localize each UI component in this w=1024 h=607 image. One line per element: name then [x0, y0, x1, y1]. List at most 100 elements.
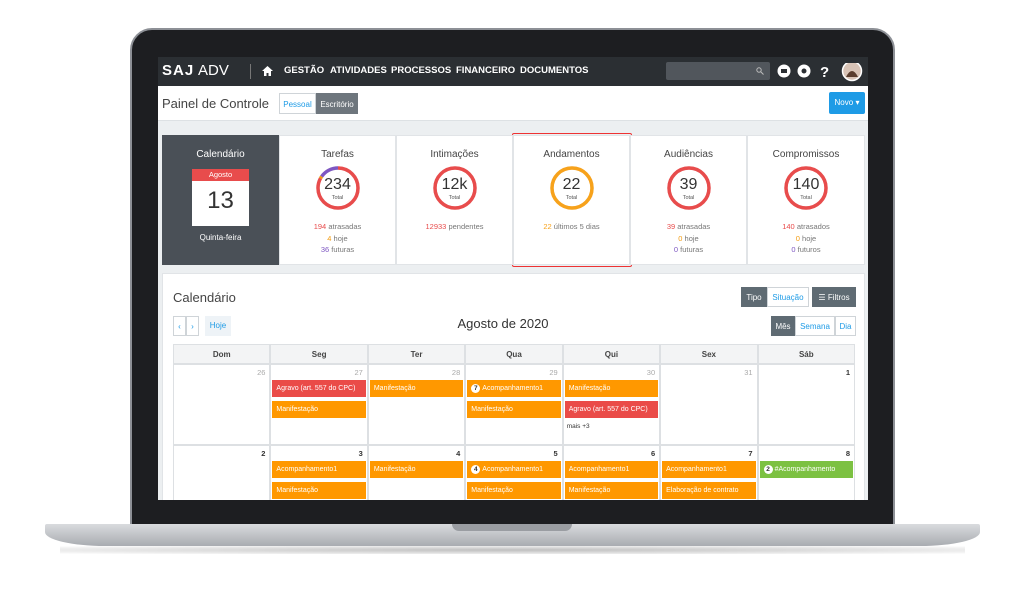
event[interactable]: Agravo (art. 557 do CPC) [272, 380, 366, 397]
summary-card[interactable]: Intimações 12k Total 12933 pendentes [396, 135, 513, 265]
event-text[interactable]: Manifestação [276, 406, 319, 413]
card-title: Tarefas [321, 149, 354, 160]
more-link[interactable]: mais +3 [566, 423, 590, 430]
filter-button[interactable]: ☰ Filtros [812, 287, 856, 307]
event[interactable]: Acompanhamento1 [564, 461, 659, 478]
filter-label[interactable]: Filtros [827, 293, 850, 302]
event-text[interactable]: Agravo (art. 557 do CPC) [568, 406, 648, 413]
event-badge[interactable]: 7 [471, 383, 481, 393]
weekday-header: Qua [465, 344, 563, 364]
event[interactable]: Agravo (art. 557 do CPC) [564, 401, 659, 418]
nav-item[interactable]: DOCUMENTOS [520, 65, 589, 76]
logo-brand[interactable]: SAJ [162, 62, 195, 79]
home-icon[interactable] [262, 66, 273, 76]
nav-item[interactable]: GESTÃO [284, 65, 325, 76]
ring-segment [784, 166, 828, 210]
day-cell[interactable]: 28 Manifestação [367, 364, 466, 445]
nav-item[interactable]: ATIVIDADES [330, 65, 387, 76]
event-text[interactable]: Acompanhamento1 [568, 466, 630, 473]
stat-label: atrasadas [328, 222, 362, 231]
summary-card[interactable]: Andamentos 22 Total 22 últimos 5 dias [513, 135, 630, 265]
nav-item[interactable]: FINANCEIRO [456, 65, 516, 76]
laptop-shadow [60, 546, 965, 554]
view-button[interactable]: Mês [771, 316, 795, 336]
summary-card[interactable]: Tarefas 234 Total 194 atrasadas 4 hoje 36 fut… [279, 135, 396, 265]
day-cell[interactable]: 2 [173, 445, 271, 500]
day-cell[interactable]: 30 Manifestação Agravo (art. 557 do CPC) ma… [562, 364, 661, 445]
filter-label[interactable]: Tipo [746, 293, 762, 302]
tab[interactable]: Pessoal [279, 93, 316, 114]
filter-button[interactable]: Situação [767, 287, 809, 307]
stat-count: 22 [543, 222, 552, 231]
day-cell[interactable]: 8 2 #Acompanhamento [757, 445, 855, 500]
event-text[interactable]: Manifestação [568, 385, 611, 392]
event-text[interactable]: Agravo (art. 557 do CPC) [276, 385, 356, 392]
day-cell[interactable]: 7 Acompanhamento1 Elaboração de contrato [660, 445, 758, 500]
event-text[interactable]: Manifestação [568, 487, 611, 494]
view-button[interactable]: Dia [835, 316, 856, 336]
tab[interactable]: Escritório [316, 93, 358, 114]
filter-label[interactable]: Situação [772, 293, 804, 302]
event[interactable]: 4 Acompanhamento1 [467, 461, 561, 478]
summary-card[interactable]: Compromissos 140 Total 140 atrasados 0 hoje 0… [747, 135, 865, 265]
day-number: 7 [748, 449, 753, 458]
event[interactable]: 7 Acompanhamento1 [467, 380, 561, 397]
day-cell[interactable]: 31 [660, 364, 758, 445]
event[interactable]: Elaboração de contrato [662, 482, 756, 499]
event[interactable]: Manifestação [272, 401, 366, 418]
event[interactable]: Manifestação [467, 482, 561, 499]
search-icon [756, 67, 764, 75]
event[interactable]: Manifestação [564, 380, 659, 397]
search-box[interactable] [666, 62, 770, 80]
day-cell[interactable]: 6 Acompanhamento1 Manifestação [562, 445, 661, 500]
event[interactable]: Acompanhamento1 [662, 461, 756, 478]
view-button[interactable]: Semana [795, 316, 835, 336]
event[interactable]: Manifestação [564, 482, 659, 499]
event-text[interactable]: Manifestação [471, 406, 513, 413]
event-text[interactable]: Manifestação [471, 487, 513, 494]
event-text[interactable]: Manifestação [373, 466, 416, 473]
stat-count: 39 [666, 222, 676, 231]
event[interactable]: Manifestação [467, 401, 561, 418]
today-button[interactable]: Hoje [205, 316, 231, 336]
event-text[interactable]: Elaboração de contrato [666, 487, 739, 494]
day-cell[interactable]: 3 Acompanhamento1 Manifestação [270, 445, 368, 500]
event-text[interactable]: Acompanhamento1 [482, 466, 543, 473]
day-cell[interactable]: 1 [757, 364, 855, 445]
summary-card[interactable]: Audiências 39 Total 39 atrasadas 0 hoje 0 fut… [630, 135, 747, 265]
event[interactable]: 2 #Acompanhamento [759, 461, 853, 478]
card-unit: Total [331, 195, 344, 201]
card-value: 234 [324, 176, 351, 193]
event-text[interactable]: Acompanhamento1 [276, 466, 338, 473]
help-icon[interactable]: ? [820, 64, 829, 81]
day-cell[interactable]: 4 Manifestação [367, 445, 466, 500]
next-button[interactable]: › [186, 316, 199, 336]
day-cell[interactable]: 27 Agravo (art. 557 do CPC) Manifestação [270, 364, 368, 445]
day-number: 4 [456, 449, 461, 458]
event-badge[interactable]: 2 [763, 464, 773, 474]
event-text[interactable]: #Acompanhamento [774, 466, 836, 473]
card-title: Audiências [664, 149, 713, 160]
event[interactable]: Manifestação [369, 461, 464, 478]
logo-product[interactable]: ADV [198, 62, 229, 79]
event[interactable]: Manifestação [272, 482, 366, 499]
event[interactable]: Acompanhamento1 [272, 461, 366, 478]
new-button-label[interactable]: Novo [834, 98, 854, 107]
card-value: 22 [562, 176, 581, 193]
card-stat: 4 hoje [280, 234, 395, 243]
prev-button[interactable]: ‹ [173, 316, 186, 336]
nav-item[interactable]: PROCESSOS [391, 65, 452, 76]
day-cell[interactable]: 26 [173, 364, 271, 445]
event[interactable]: Manifestação [369, 380, 464, 397]
day-cell[interactable]: 5 4 Acompanhamento1 Manifestação [465, 445, 563, 500]
day-cell[interactable]: 29 7 Acompanhamento1 Manifestação [465, 364, 563, 445]
event-badge[interactable]: 4 [471, 464, 481, 474]
event-text[interactable]: Acompanhamento1 [482, 385, 543, 392]
stat-label: pendentes [448, 222, 484, 231]
event-text[interactable]: Acompanhamento1 [666, 466, 727, 473]
filter-button[interactable]: Tipo [741, 287, 767, 307]
day-number: 1 [845, 368, 850, 377]
event-text[interactable]: Manifestação [276, 487, 319, 494]
event-text[interactable]: Manifestação [373, 385, 416, 392]
new-button[interactable]: Novo ▾ [829, 92, 865, 114]
